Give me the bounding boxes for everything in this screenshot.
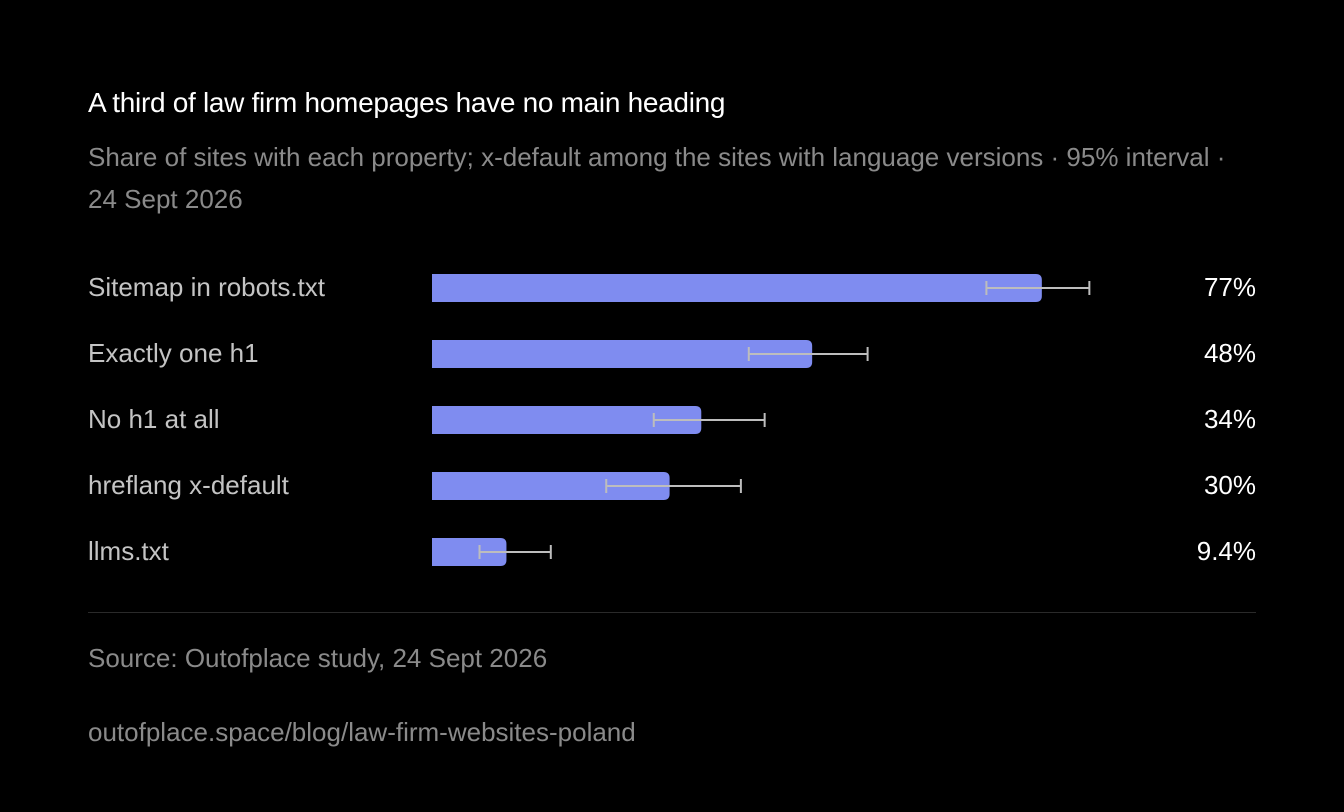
- footer-divider: [88, 612, 1256, 613]
- category-label: No h1 at all: [88, 404, 220, 434]
- category-label: Exactly one h1: [88, 338, 259, 368]
- error-bar: [985, 281, 1091, 295]
- chart-title: A third of law firm homepages have no ma…: [88, 87, 726, 118]
- bar: [432, 406, 702, 434]
- value-label: 34%: [1203, 404, 1256, 434]
- source-note: Source: Outofplace study, 24 Sept 2026: [88, 643, 548, 673]
- error-bar: [605, 479, 742, 493]
- bar: [432, 538, 507, 566]
- bar: [432, 274, 1042, 302]
- value-label: 30%: [1203, 470, 1256, 500]
- value-label: 9.4%: [1196, 536, 1256, 566]
- error-bar: [478, 545, 552, 559]
- value-label: 77%: [1203, 272, 1256, 302]
- source-url: outofplace.space/blog/law-firm-websites-…: [88, 717, 636, 747]
- bar: [432, 472, 670, 500]
- category-label: hreflang x-default: [88, 470, 289, 500]
- error-bar: [747, 347, 869, 361]
- category-label: llms.txt: [88, 536, 169, 566]
- value-label: 48%: [1203, 338, 1256, 368]
- error-bar: [652, 413, 766, 427]
- category-label: Sitemap in robots.txt: [88, 272, 325, 302]
- bar: [432, 340, 813, 368]
- chart-subtitle: Share of sites with each property; x-def…: [88, 142, 1226, 214]
